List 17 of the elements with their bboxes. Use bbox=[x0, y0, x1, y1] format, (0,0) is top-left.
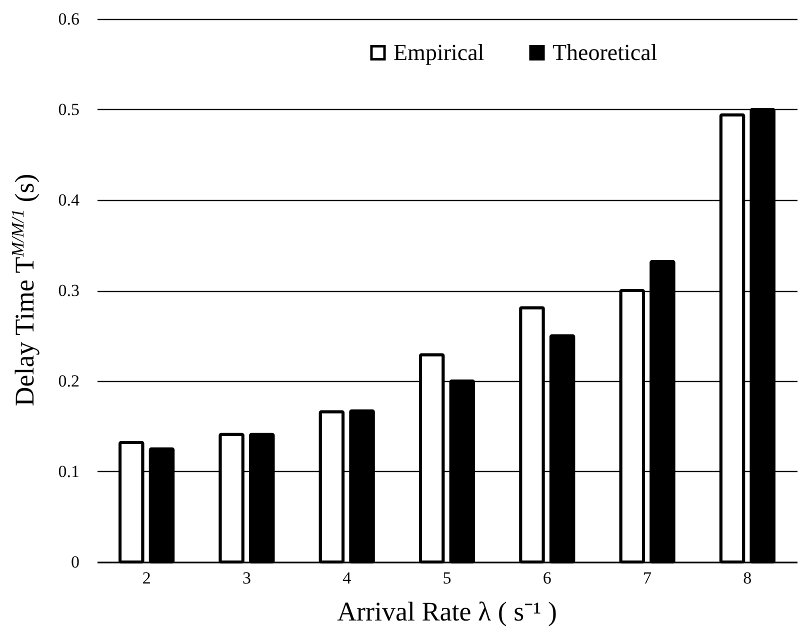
y-tick-label: 0.5 bbox=[58, 100, 80, 119]
y-tick-label: 0.4 bbox=[58, 190, 80, 210]
y-tick-label: 0.1 bbox=[58, 462, 80, 481]
x-tick-label: 5 bbox=[442, 568, 452, 588]
legend-label: Empirical bbox=[394, 40, 484, 65]
x-axis-title: Arrival Rate λ ( s⁻¹ ) bbox=[337, 596, 557, 628]
x-tick-label: 6 bbox=[542, 568, 552, 588]
x-tick-label: 2 bbox=[142, 568, 151, 588]
y-tick-label: 0.3 bbox=[58, 281, 80, 300]
x-tick-label: 3 bbox=[242, 568, 251, 588]
x-tick-label: 8 bbox=[743, 568, 752, 588]
x-tick-label: 7 bbox=[643, 568, 652, 588]
y-tick-label: 0.6 bbox=[58, 10, 80, 28]
x-tick-label: 4 bbox=[342, 568, 352, 588]
legend-label: Theoretical bbox=[552, 40, 658, 65]
y-tick-label: 0.2 bbox=[58, 372, 80, 390]
y-tick-label: 0 bbox=[71, 552, 80, 572]
